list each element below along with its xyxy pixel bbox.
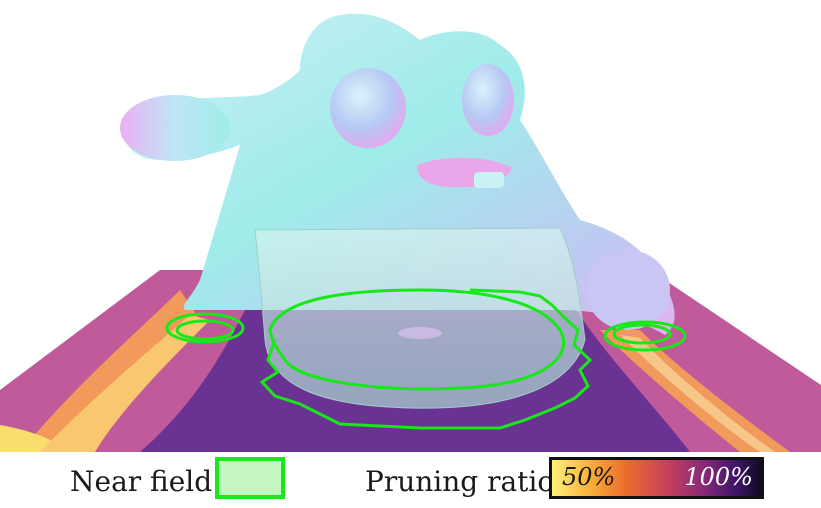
colorbar-min-label: 50% (562, 463, 616, 491)
pruning-ratio-colorbar: 50% 100% (549, 457, 764, 499)
near-field-dome (254, 227, 586, 409)
near-field-label: Near field (70, 465, 213, 498)
dome-highlight (398, 327, 442, 339)
left-eye (330, 68, 406, 148)
scene-render (0, 13, 821, 452)
right-arm (586, 250, 670, 330)
pruning-ratio-label: Pruning ratio (365, 465, 555, 498)
right-eye (462, 64, 514, 136)
colorbar-max-label: 100% (684, 463, 753, 491)
near-field-outlines (165, 288, 687, 430)
right-arm-ring (603, 320, 687, 352)
legend: Near field Pruning ratio 50% 100% (0, 452, 821, 508)
near-field-swatch (215, 457, 285, 499)
left-arm-ring (165, 312, 245, 344)
left-arm (120, 95, 230, 161)
tooth (474, 172, 504, 188)
